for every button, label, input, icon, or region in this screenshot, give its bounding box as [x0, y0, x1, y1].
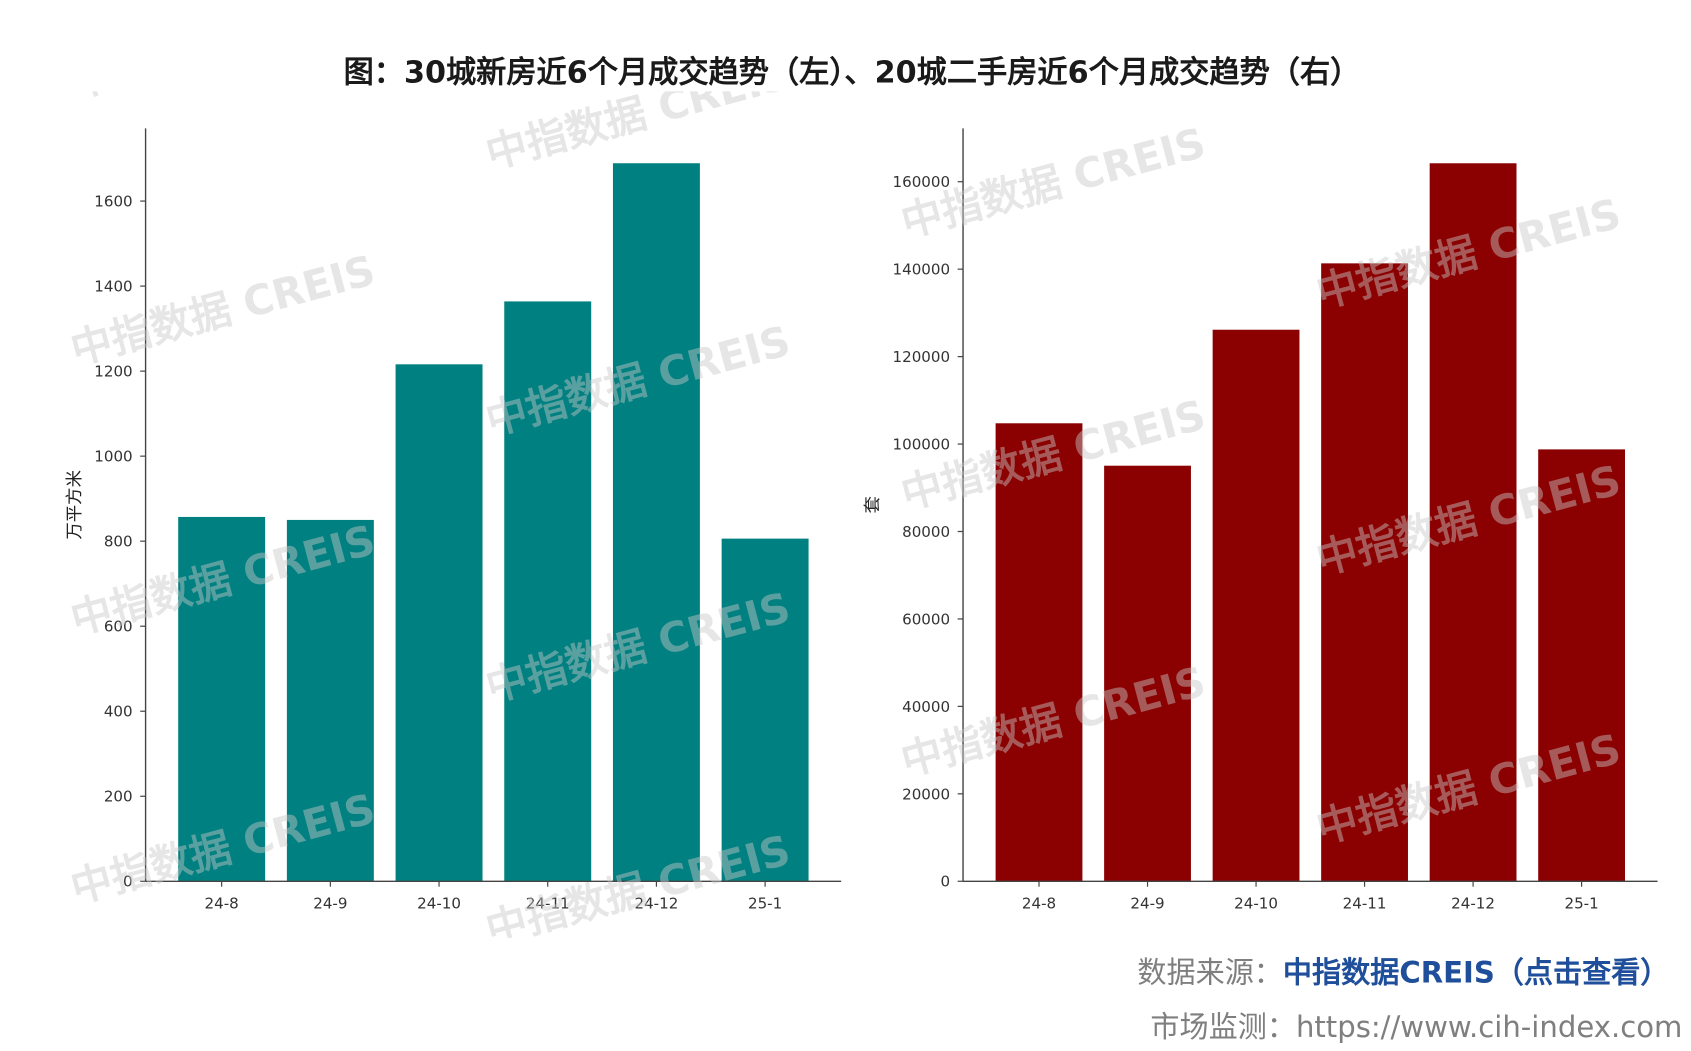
bar-24-9 — [286, 519, 374, 882]
y-tick-label: 800 — [104, 533, 133, 551]
bar-25-1 — [1538, 449, 1626, 882]
y-axis-label: 套 — [863, 496, 883, 513]
x-tick-label: 24-8 — [205, 894, 239, 912]
bar-24-10 — [395, 364, 483, 882]
x-tick-label: 25-1 — [748, 894, 782, 912]
x-tick-label: 24-10 — [417, 894, 461, 912]
watermark: 中指数据 CREIS — [66, 246, 380, 374]
data-source-line: 数据来源：中指数据CREIS（点击查看） — [1137, 955, 1669, 989]
x-tick-label: 25-1 — [1564, 894, 1598, 912]
watermark: 中指数据 CREIS — [66, 0, 380, 108]
y-tick-label: 1600 — [94, 192, 132, 210]
y-tick-label: 120000 — [893, 348, 951, 366]
y-axis-label: 万平方米 — [65, 470, 85, 540]
x-tick-label: 24-11 — [1343, 894, 1387, 912]
y-tick-label: 100000 — [893, 435, 951, 453]
y-tick-label: 20000 — [902, 785, 950, 803]
bar-25-1 — [721, 538, 809, 882]
y-tick-label: 400 — [104, 703, 133, 721]
figure-title: 图：30城新房近6个月成交趋势（左）、20城二手房近6个月成交趋势（右） — [344, 55, 1361, 91]
data-source-link[interactable]: 中指数据CREIS（点击查看） — [1283, 955, 1670, 989]
x-tick-label: 24-11 — [526, 894, 570, 912]
market-monitor-line: 市场监测：https://www.cih-index.com — [1150, 1010, 1682, 1044]
y-tick-label: 1200 — [94, 363, 132, 381]
y-tick-label: 80000 — [902, 523, 950, 541]
x-tick-label: 24-9 — [1130, 894, 1164, 912]
market-monitor-label: 市场监测： — [1150, 1010, 1296, 1044]
y-tick-label: 1400 — [94, 277, 132, 295]
y-tick-label: 160000 — [893, 173, 951, 191]
y-tick-label: 1000 — [94, 448, 132, 466]
resale-home-chart: 0 20000 40000 60000 80000 100000 120000 140000 1… — [863, 128, 1658, 912]
y-tick-label: 0 — [940, 873, 950, 891]
bar-24-8 — [178, 516, 266, 882]
bar-24-8 — [995, 423, 1083, 882]
x-tick-label: 24-8 — [1022, 894, 1056, 912]
x-tick-label: 24-12 — [634, 894, 678, 912]
x-tick-label: 24-12 — [1451, 894, 1495, 912]
x-tick-label: 24-9 — [313, 894, 347, 912]
x-tick-label: 24-10 — [1234, 894, 1278, 912]
bar-24-11 — [1321, 263, 1408, 882]
data-source-label: 数据来源： — [1137, 955, 1283, 989]
bar-24-12 — [612, 163, 700, 882]
new-home-chart: 0 200 400 600 800 1000 1200 1400 1600 24-8 24-9 24-… — [65, 128, 842, 912]
y-tick-label: 200 — [104, 788, 133, 806]
bar-24-10 — [1212, 329, 1300, 882]
y-tick-label: 140000 — [893, 261, 951, 279]
bar-24-12 — [1429, 163, 1517, 882]
bar-24-11 — [504, 301, 592, 882]
y-tick-label: 600 — [104, 618, 133, 636]
y-tick-label: 0 — [123, 873, 133, 891]
market-monitor-url: https://www.cih-index.com — [1296, 1010, 1682, 1044]
y-tick-label: 60000 — [902, 610, 950, 628]
bar-24-9 — [1104, 465, 1191, 882]
y-tick-label: 40000 — [902, 698, 950, 716]
